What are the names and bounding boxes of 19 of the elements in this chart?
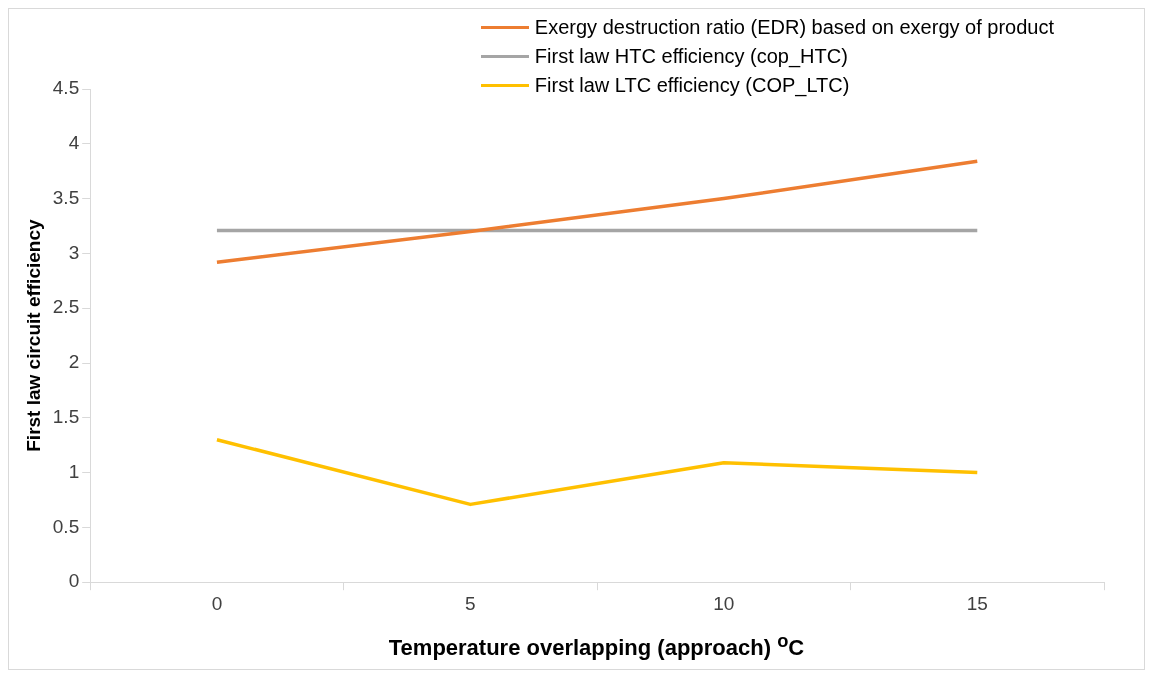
y-tick-label: 3.5: [52, 186, 80, 208]
y-tick-label: 2: [68, 351, 80, 373]
legend-label: First law LTC efficiency (COP_LTC): [534, 74, 850, 97]
x-axis-title: Temperature overlapping (approach) $^{o}$C: [387, 629, 806, 661]
y-tick-label: 3: [68, 241, 80, 263]
y-tick-label: 1: [68, 460, 80, 482]
legend-label: First law HTC efficiency (cop_HTC): [534, 45, 848, 68]
y-tick-label: 4.5: [52, 77, 80, 99]
x-tick-label: 10: [713, 592, 735, 614]
y-tick-label: 0.5: [52, 515, 80, 537]
legend-label: Exergy destruction ratio (EDR) based on exergy of product: [534, 16, 1054, 39]
y-tick-label: 4: [68, 132, 80, 154]
x-tick-label: 15: [966, 592, 988, 614]
x-tick-label: 0: [211, 592, 223, 614]
x-tick-label: 5: [465, 592, 476, 614]
y-axis-title: First law circuit efficiency: [22, 219, 44, 452]
y-tick-label: 0: [68, 570, 80, 592]
y-tick-label: 2.5: [52, 296, 80, 318]
y-tick-label: 1.5: [52, 406, 80, 428]
